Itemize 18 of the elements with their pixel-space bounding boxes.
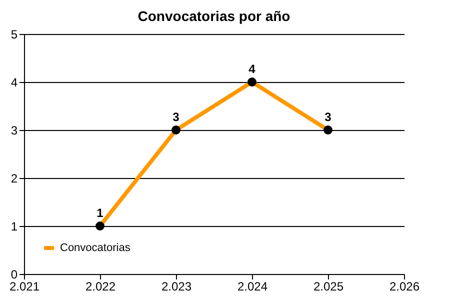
data-label: 3 xyxy=(172,110,180,124)
x-tick-label: 2.025 xyxy=(313,280,344,294)
y-tick-label: 2 xyxy=(10,172,18,186)
x-tick-label: 2.024 xyxy=(237,280,268,294)
legend-label: Convocatorias xyxy=(60,242,131,254)
data-label: 3 xyxy=(324,110,332,124)
x-tick-label: 2.026 xyxy=(389,280,420,294)
y-tick-label: 0 xyxy=(10,268,18,282)
y-tick-label: 1 xyxy=(10,220,18,234)
y-tick-label: 3 xyxy=(10,124,18,138)
chart-title: Convocatorias por año xyxy=(138,8,290,24)
x-tick-label: 2.022 xyxy=(85,280,116,294)
y-tick-label: 4 xyxy=(10,76,18,90)
x-tick-label: 2.023 xyxy=(161,280,192,294)
data-label: 1 xyxy=(96,206,104,220)
data-label: 4 xyxy=(248,62,256,76)
y-tick-label: 5 xyxy=(10,28,18,42)
x-tick-label: 2.021 xyxy=(9,280,40,294)
